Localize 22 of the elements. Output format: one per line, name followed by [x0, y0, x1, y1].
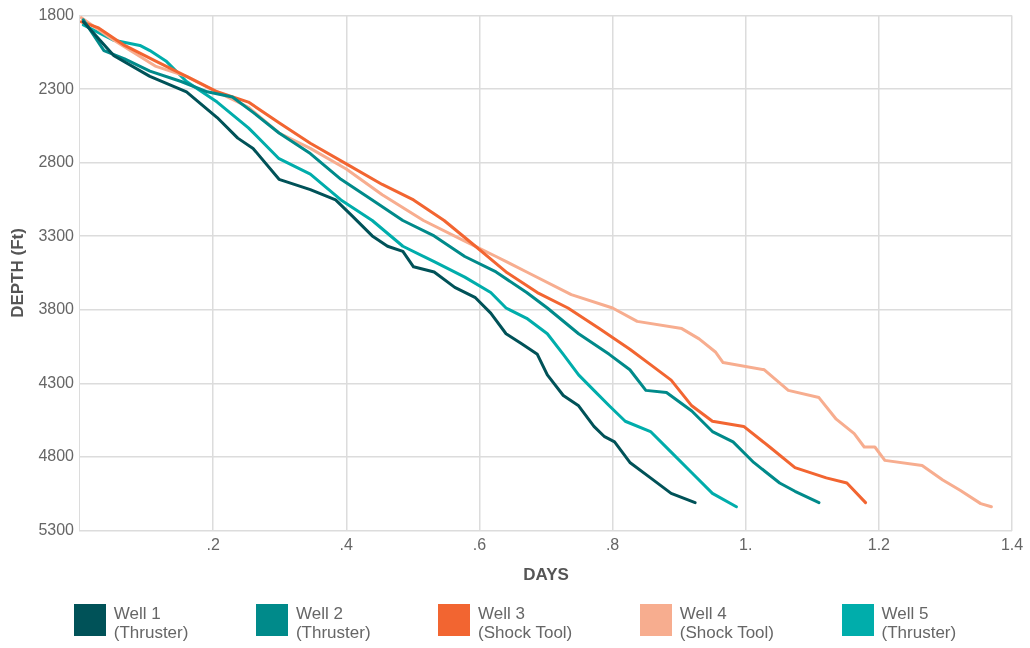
legend-label: Well 1 (Thruster) — [113, 604, 189, 642]
x-tick-label: .2 — [206, 536, 220, 554]
y-tick-label: 3800 — [38, 300, 75, 318]
legend-label: Well 4 (Shock Tool) — [679, 604, 775, 642]
x-axis-title: DAYS — [523, 565, 569, 585]
y-axis-title: DEPTH (Ft) — [7, 228, 27, 318]
legend-label: Well 3 (Shock Tool) — [478, 604, 573, 642]
legend-label: Well 2 (Thruster) — [295, 604, 371, 642]
y-tick-label: 2300 — [38, 79, 75, 97]
x-tick-label: 1.4 — [1000, 536, 1024, 554]
y-tick-label: 3300 — [38, 226, 75, 244]
x-tick-label: .4 — [339, 536, 354, 554]
y-tick-label: 1800 — [38, 6, 75, 24]
x-tick-label: .8 — [605, 536, 620, 554]
x-tick-label: 1.2 — [867, 536, 891, 554]
legend-label: Well 5 (Thruster) — [881, 604, 957, 642]
x-tick-label: .6 — [472, 536, 487, 554]
y-tick-label: 5300 — [38, 520, 75, 538]
y-tick-label: 4300 — [38, 373, 75, 391]
y-tick-label: 2800 — [38, 153, 75, 171]
x-tick-label: 1. — [739, 536, 753, 554]
y-tick-label: 4800 — [38, 447, 75, 465]
